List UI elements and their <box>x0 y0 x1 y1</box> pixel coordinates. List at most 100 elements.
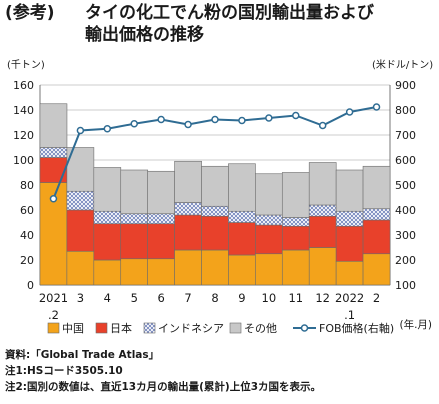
bar-other <box>174 160 202 203</box>
bar-china <box>281 249 310 286</box>
x-tick-label: 9 <box>238 291 245 305</box>
left-tick-label: 80 <box>20 179 34 192</box>
x-tick-label: 11 <box>288 291 303 305</box>
fob-price-point <box>130 120 138 128</box>
fob-price-point <box>76 126 85 135</box>
right-tick-label: 300 <box>395 229 416 242</box>
notes-block: 資料:「Global Trade Atlas」 注1:HSコード3505.10 … <box>5 347 321 395</box>
title-prefix: (参考) <box>5 3 55 23</box>
bar-other <box>201 165 229 207</box>
bar-other <box>281 172 310 218</box>
fob-price-point <box>265 114 273 122</box>
fob-price-point <box>211 115 219 124</box>
bar-other <box>66 147 95 192</box>
fob-price-point <box>157 115 165 124</box>
left-tick-label: 100 <box>13 154 34 167</box>
bar-china <box>308 247 337 286</box>
bar-japan <box>93 223 122 261</box>
bar-indonesia <box>120 213 149 225</box>
bar-indonesia <box>93 210 122 225</box>
fob-price-point <box>184 120 192 129</box>
fob-price-point <box>292 111 300 120</box>
right-tick-label: 900 <box>395 79 416 92</box>
bar-indonesia <box>308 204 337 217</box>
bar-other <box>255 173 283 216</box>
bar-japan <box>362 219 391 255</box>
x-tick-label: .1 <box>344 308 355 322</box>
bar-japan <box>39 157 68 183</box>
left-tick-label: 140 <box>13 104 34 117</box>
chart-area: 0 20 40 60 80 100 120 140 160 100 200 300 400 500 600 7… <box>13 79 432 335</box>
bar-indonesia <box>335 210 364 227</box>
source-note: 資料:「Global Trade Atlas」 <box>5 349 160 361</box>
bar-other <box>147 170 175 215</box>
bar-china <box>201 249 229 286</box>
legend-other-swatch <box>229 322 242 334</box>
right-tick-label: 200 <box>395 254 416 267</box>
bar-indonesia <box>362 208 391 221</box>
right-tick-label: 700 <box>395 129 416 142</box>
fob-price-point <box>318 121 327 130</box>
bar-japan <box>255 224 283 255</box>
x-tick-label: 2021 <box>39 291 68 305</box>
x-tick-label: 12 <box>315 291 330 305</box>
title-line-1: タイの化工でん粉の国別輸出量および <box>85 3 374 23</box>
right-tick-label: 400 <box>395 204 416 217</box>
bar-indonesia <box>174 202 202 216</box>
bar-indonesia <box>39 147 68 158</box>
bar-china <box>120 258 149 286</box>
bar-indonesia <box>228 210 256 223</box>
x-tick-label: 10 <box>262 291 277 305</box>
bar-japan <box>335 225 364 262</box>
left-tick-label: 20 <box>20 254 34 267</box>
bar-other <box>308 162 337 206</box>
bar-other <box>120 169 149 215</box>
bar-other <box>93 167 122 212</box>
bar-japan <box>147 223 175 260</box>
x-tick-label: 2 <box>373 291 380 305</box>
x-tick-label: 8 <box>211 291 218 305</box>
bar-other <box>362 165 391 210</box>
legend-japan-label: 日本 <box>110 321 132 335</box>
left-tick-label: 160 <box>13 79 34 92</box>
note-2: 注2:国別の数値は、直近13カ月の輸出量(累計)上位3カ国を表示。 <box>5 381 322 393</box>
bar-japan <box>66 209 95 252</box>
bar-china <box>255 253 283 286</box>
left-tick-label: 120 <box>13 129 34 142</box>
bar-china <box>174 249 202 286</box>
bar-china <box>335 260 364 286</box>
right-axis-unit: (米ドル/トン) <box>372 60 434 71</box>
bar-japan <box>174 214 202 251</box>
legend-fob-label: FOB価格(右軸) <box>319 321 394 335</box>
bar-japan <box>120 223 149 260</box>
bar-other <box>335 169 364 212</box>
bar-japan <box>201 215 229 251</box>
fob-price-point <box>345 108 354 116</box>
bar-indonesia <box>281 217 310 227</box>
bar-china <box>362 253 391 286</box>
left-tick-label: 0 <box>27 279 34 292</box>
title-line-2: 輸出価格の推移 <box>85 25 204 45</box>
x-tick-label: 7 <box>184 291 191 305</box>
bar-japan <box>281 225 310 251</box>
x-tick-label: 2022 <box>335 291 364 305</box>
bar-china <box>93 259 122 286</box>
bar-japan <box>228 222 256 256</box>
bar-indonesia <box>147 213 175 225</box>
legend-japan-swatch <box>95 322 108 334</box>
right-tick-label: 100 <box>395 279 416 292</box>
bar-indonesia <box>255 214 283 226</box>
x-tick-label: 4 <box>104 291 111 305</box>
legend-china-label: 中国 <box>62 322 84 335</box>
right-tick-label: 600 <box>395 154 416 167</box>
right-tick-label: 500 <box>395 179 416 192</box>
right-tick-label: 800 <box>395 104 416 117</box>
legend-indonesia-label: インドネシア <box>158 322 224 335</box>
fob-price-point <box>372 103 381 111</box>
note-1: 注1:HSコード3505.10 <box>5 365 123 377</box>
legend-fob-marker <box>300 324 309 332</box>
bar-other <box>228 163 256 212</box>
x-axis-unit: (年.月) <box>399 318 432 331</box>
legend-indonesia-swatch <box>143 322 156 334</box>
bar-indonesia <box>66 190 95 211</box>
